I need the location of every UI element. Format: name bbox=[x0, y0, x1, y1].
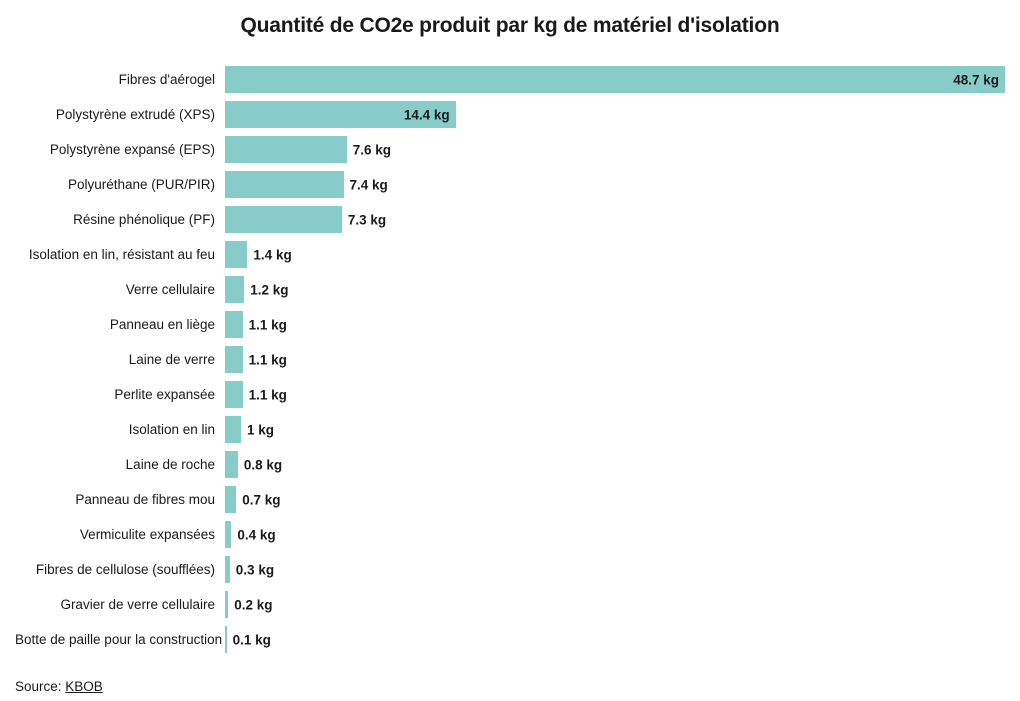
chart-row: Panneau de fibres mou0.7 kg bbox=[15, 482, 1005, 517]
chart-row: Vermiculite expansées0.4 kg bbox=[15, 517, 1005, 552]
source-prefix: Source: bbox=[15, 679, 65, 694]
bar-track: 7.3 kg bbox=[225, 206, 1005, 233]
bar-value: 0.3 kg bbox=[236, 562, 274, 577]
bar-label: Panneau de fibres mou bbox=[15, 492, 225, 507]
chart-row: Isolation en lin1 kg bbox=[15, 412, 1005, 447]
bar-value: 1.1 kg bbox=[249, 352, 287, 367]
bar-value: 0.4 kg bbox=[237, 527, 275, 542]
bar: 1.2 kg bbox=[225, 276, 244, 303]
bar-track: 0.7 kg bbox=[225, 486, 1005, 513]
bar-value: 1.2 kg bbox=[250, 282, 288, 297]
chart-row: Polyuréthane (PUR/PIR)7.4 kg bbox=[15, 167, 1005, 202]
bar: 0.8 kg bbox=[225, 451, 238, 478]
chart-title: Quantité de CO2e produit par kg de matér… bbox=[15, 14, 1005, 38]
chart-row: Laine de roche0.8 kg bbox=[15, 447, 1005, 482]
bar: 1.1 kg bbox=[225, 311, 243, 338]
bar: 7.4 kg bbox=[225, 171, 344, 198]
bar-label: Isolation en lin, résistant au feu bbox=[15, 247, 225, 262]
bar-value: 0.8 kg bbox=[244, 457, 282, 472]
bar-chart: Fibres d'aérogel 48.7 kg Polystyrène extru… bbox=[15, 62, 1005, 657]
bar-label: Isolation en lin bbox=[15, 422, 225, 437]
bar-track: 1 kg bbox=[225, 416, 1005, 443]
bar-track: 0.3 kg bbox=[225, 556, 1005, 583]
source-line: Source: KBOB bbox=[15, 679, 1005, 694]
chart-row: Laine de verre1.1 kg bbox=[15, 342, 1005, 377]
bar-label: Laine de roche bbox=[15, 457, 225, 472]
bar-value: 48.7 kg bbox=[953, 72, 999, 87]
bar: 1.1 kg bbox=[225, 346, 243, 373]
bar-track: 0.2 kg bbox=[225, 591, 1005, 618]
bar: 0.2 kg bbox=[225, 591, 228, 618]
source-link[interactable]: KBOB bbox=[65, 679, 103, 694]
bar-track: 1.1 kg bbox=[225, 311, 1005, 338]
bar-track: 1.1 kg bbox=[225, 346, 1005, 373]
bar-track: 0.8 kg bbox=[225, 451, 1005, 478]
bar: 0.3 kg bbox=[225, 556, 230, 583]
bar-track: 7.6 kg bbox=[225, 136, 1005, 163]
chart-row: Résine phénolique (PF)7.3 kg bbox=[15, 202, 1005, 237]
bar-value: 1.1 kg bbox=[249, 387, 287, 402]
bar-label: Botte de paille pour la construction bbox=[15, 632, 225, 647]
bar: 1.1 kg bbox=[225, 381, 243, 408]
bar-value: 7.3 kg bbox=[348, 212, 386, 227]
chart-row: Gravier de verre cellulaire0.2 kg bbox=[15, 587, 1005, 622]
bar-value: 14.4 kg bbox=[404, 107, 450, 122]
bar-track: 0.4 kg bbox=[225, 521, 1005, 548]
bar-track: 14.4 kg bbox=[225, 101, 1005, 128]
bar-track: 0.1 kg bbox=[225, 626, 1005, 653]
chart-row: Polystyrène expansé (EPS)7.6 kg bbox=[15, 132, 1005, 167]
bar: 48.7 kg bbox=[225, 66, 1005, 93]
chart-row: Botte de paille pour la construction0.1 … bbox=[15, 622, 1005, 657]
bar-label: Verre cellulaire bbox=[15, 282, 225, 297]
bar-value: 7.6 kg bbox=[353, 142, 391, 157]
bar-track: 1.2 kg bbox=[225, 276, 1005, 303]
bar-track: 1.1 kg bbox=[225, 381, 1005, 408]
chart-row: Verre cellulaire1.2 kg bbox=[15, 272, 1005, 307]
chart-row: Fibres de cellulose (soufflées)0.3 kg bbox=[15, 552, 1005, 587]
bar-label: Polystyrène extrudé (XPS) bbox=[15, 107, 225, 122]
bar-label: Fibres d'aérogel bbox=[15, 72, 225, 87]
bar-label: Résine phénolique (PF) bbox=[15, 212, 225, 227]
bar: 7.3 kg bbox=[225, 206, 342, 233]
bar-label: Laine de verre bbox=[15, 352, 225, 367]
bar: 1.4 kg bbox=[225, 241, 247, 268]
bar-value: 7.4 kg bbox=[350, 177, 388, 192]
bar-label: Panneau en liège bbox=[15, 317, 225, 332]
bar: 0.1 kg bbox=[225, 626, 227, 653]
bar: 14.4 kg bbox=[225, 101, 456, 128]
bar: 7.6 kg bbox=[225, 136, 347, 163]
chart-row: Perlite expansée1.1 kg bbox=[15, 377, 1005, 412]
bar-value: 1.1 kg bbox=[249, 317, 287, 332]
bar-label: Polystyrène expansé (EPS) bbox=[15, 142, 225, 157]
bar-track: 1.4 kg bbox=[225, 241, 1005, 268]
bar-label: Polyuréthane (PUR/PIR) bbox=[15, 177, 225, 192]
bar-track: 7.4 kg bbox=[225, 171, 1005, 198]
bar: 0.4 kg bbox=[225, 521, 231, 548]
chart-row: Panneau en liège1.1 kg bbox=[15, 307, 1005, 342]
bar-label: Vermiculite expansées bbox=[15, 527, 225, 542]
bar-label: Gravier de verre cellulaire bbox=[15, 597, 225, 612]
bar-value: 1.4 kg bbox=[253, 247, 291, 262]
bar-label: Perlite expansée bbox=[15, 387, 225, 402]
bar-value: 1 kg bbox=[247, 422, 274, 437]
chart-row: Polystyrène extrudé (XPS) 14.4 kg bbox=[15, 97, 1005, 132]
bar-track: 48.7 kg bbox=[225, 66, 1005, 93]
chart-row: Isolation en lin, résistant au feu1.4 kg bbox=[15, 237, 1005, 272]
bar: 1 kg bbox=[225, 416, 241, 443]
bar-value: 0.7 kg bbox=[242, 492, 280, 507]
chart-row: Fibres d'aérogel 48.7 kg bbox=[15, 62, 1005, 97]
bar-value: 0.1 kg bbox=[233, 632, 271, 647]
bar: 0.7 kg bbox=[225, 486, 236, 513]
bar-label: Fibres de cellulose (soufflées) bbox=[15, 562, 225, 577]
bar-value: 0.2 kg bbox=[234, 597, 272, 612]
